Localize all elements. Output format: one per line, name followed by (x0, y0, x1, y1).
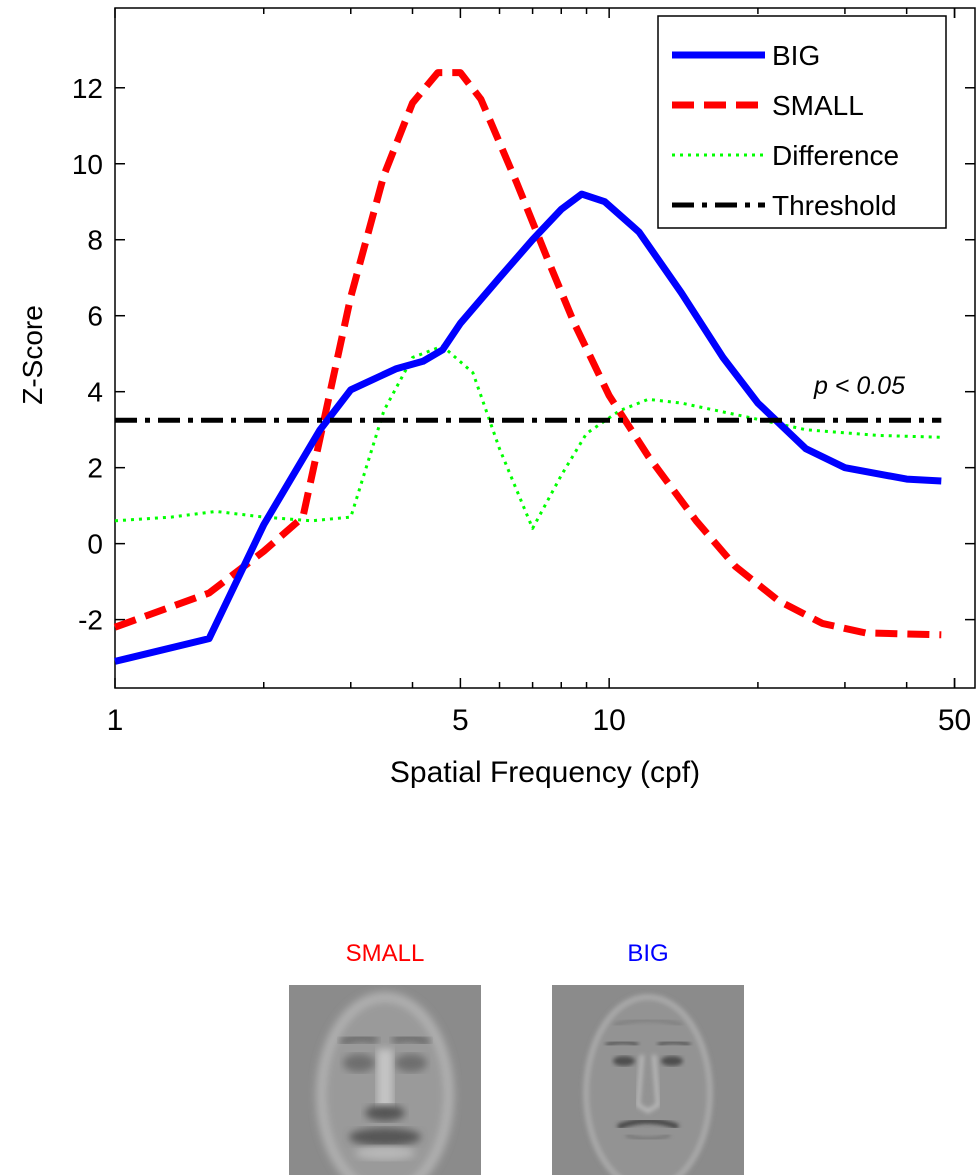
y-tick-label: 6 (87, 301, 103, 332)
y-tick-label: -2 (78, 605, 103, 636)
x-tick-label: 1 (107, 704, 124, 737)
face-label-small: SMALL (345, 940, 425, 967)
threshold-annotation: p < 0.05 (813, 372, 905, 400)
y-tick-label: 2 (87, 453, 103, 484)
x-tick-label: 5 (452, 704, 469, 737)
y-tick-label: 10 (72, 149, 103, 180)
series-line-big (114, 190, 942, 665)
legend-box (657, 15, 947, 229)
axis-ticks: 1 5 10 50 -2 0 2 4 6 8 10 12 (72, 8, 975, 737)
big-face-image (552, 985, 744, 1175)
x-tick-label: 10 (592, 704, 625, 737)
legend: BIG SMALL Difference Threshold (657, 15, 947, 229)
small-face-image (289, 985, 481, 1175)
y-tick-label: 4 (87, 377, 103, 408)
series-line-difference (114, 344, 942, 530)
y-tick-label: 12 (72, 73, 103, 104)
x-tick-label: 50 (938, 704, 971, 737)
legend-label-threshold: Threshold (772, 190, 897, 221)
y-tick-label: 8 (87, 225, 103, 256)
legend-label-big: BIG (772, 40, 820, 71)
legend-label-difference: Difference (772, 140, 899, 171)
y-tick-label: 0 (87, 529, 103, 560)
face-label-big: BIG (627, 940, 669, 967)
z-score-chart: 1 5 10 50 -2 0 2 4 6 8 10 12 p < 0.05 BIG SMALL Diffe… (17, 7, 976, 789)
series-line-small (113, 69, 942, 639)
x-axis-label: Spatial Frequency (cpf) (390, 756, 700, 789)
y-axis-label: Z-Score (17, 305, 48, 405)
legend-label-small: SMALL (772, 90, 864, 121)
annotations: p < 0.05 (813, 372, 905, 400)
series-lines (113, 69, 942, 665)
